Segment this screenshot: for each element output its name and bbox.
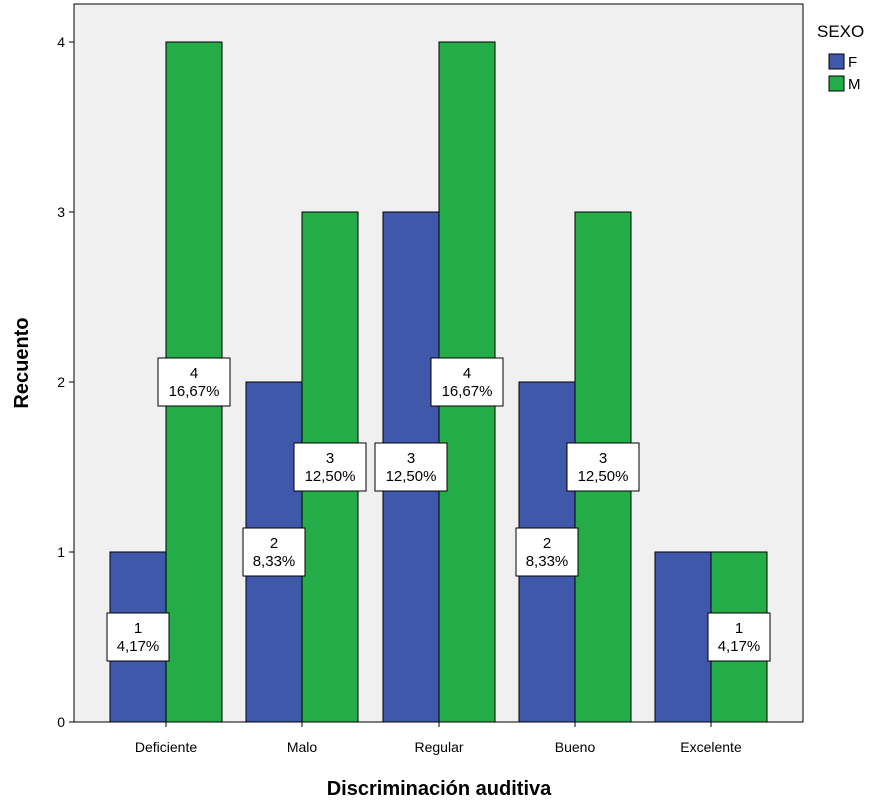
x-tick-label: Excelente (680, 739, 742, 755)
data-label-M-Bueno: 312,50% (566, 442, 640, 492)
y-tick-label: 1 (57, 544, 65, 560)
data-label-F-Malo: 28,33% (242, 527, 306, 577)
x-tick-label: Deficiente (135, 739, 197, 755)
legend-title: SEXO (817, 22, 864, 41)
y-tick-label: 4 (57, 34, 65, 50)
data-label-percent: 12,50% (578, 468, 629, 485)
x-axis-title: Discriminación auditiva (327, 778, 552, 800)
y-tick-label: 3 (57, 204, 65, 220)
legend-swatch-F (828, 53, 845, 70)
data-label-box (293, 442, 367, 492)
data-label-box (242, 527, 306, 577)
y-tick-label: 0 (57, 714, 65, 730)
data-label-percent: 4,17% (718, 638, 761, 655)
x-tick-label: Regular (414, 739, 463, 755)
data-label-F-Bueno: 28,33% (515, 527, 579, 577)
legend: SEXO FM (817, 22, 864, 93)
data-label-percent: 12,50% (305, 468, 356, 485)
data-label-count: 1 (735, 620, 743, 637)
data-label-count: 4 (190, 365, 198, 382)
data-label-M-Malo: 312,50% (293, 442, 367, 492)
data-label-percent: 16,67% (169, 383, 220, 400)
data-label-percent: 4,17% (117, 638, 160, 655)
data-label-count: 3 (407, 450, 415, 467)
data-label-box (157, 357, 231, 407)
x-tick-label: Malo (287, 739, 318, 755)
data-label-percent: 16,67% (442, 383, 493, 400)
legend-label-M: M (848, 76, 861, 93)
data-label-count: 3 (599, 450, 607, 467)
legend-label-F: F (848, 54, 857, 71)
data-label-count: 3 (326, 450, 334, 467)
data-label-percent: 8,33% (253, 553, 296, 570)
data-label-box (515, 527, 579, 577)
data-label-M-Regular: 416,67% (430, 357, 504, 407)
data-label-box (430, 357, 504, 407)
data-label-F-Deficiente: 14,17% (106, 612, 170, 662)
data-label-M-Deficiente: 416,67% (157, 357, 231, 407)
y-axis-title: Recuento (11, 317, 33, 408)
data-label-count: 4 (463, 365, 471, 382)
bar-F-Excelente (654, 551, 712, 723)
data-label-M-Excelente: 14,17% (707, 612, 771, 662)
x-tick-label: Bueno (555, 739, 596, 755)
data-label-count: 2 (543, 535, 551, 552)
y-tick-label: 2 (57, 374, 65, 390)
data-label-percent: 12,50% (386, 468, 437, 485)
data-label-count: 2 (270, 535, 278, 552)
data-label-box (374, 442, 448, 492)
data-label-count: 1 (134, 620, 142, 637)
data-label-box (707, 612, 771, 662)
data-label-box (106, 612, 170, 662)
data-label-F-Regular: 312,50% (374, 442, 448, 492)
data-label-percent: 8,33% (526, 553, 569, 570)
legend-swatch-M (828, 75, 845, 92)
data-label-box (566, 442, 640, 492)
